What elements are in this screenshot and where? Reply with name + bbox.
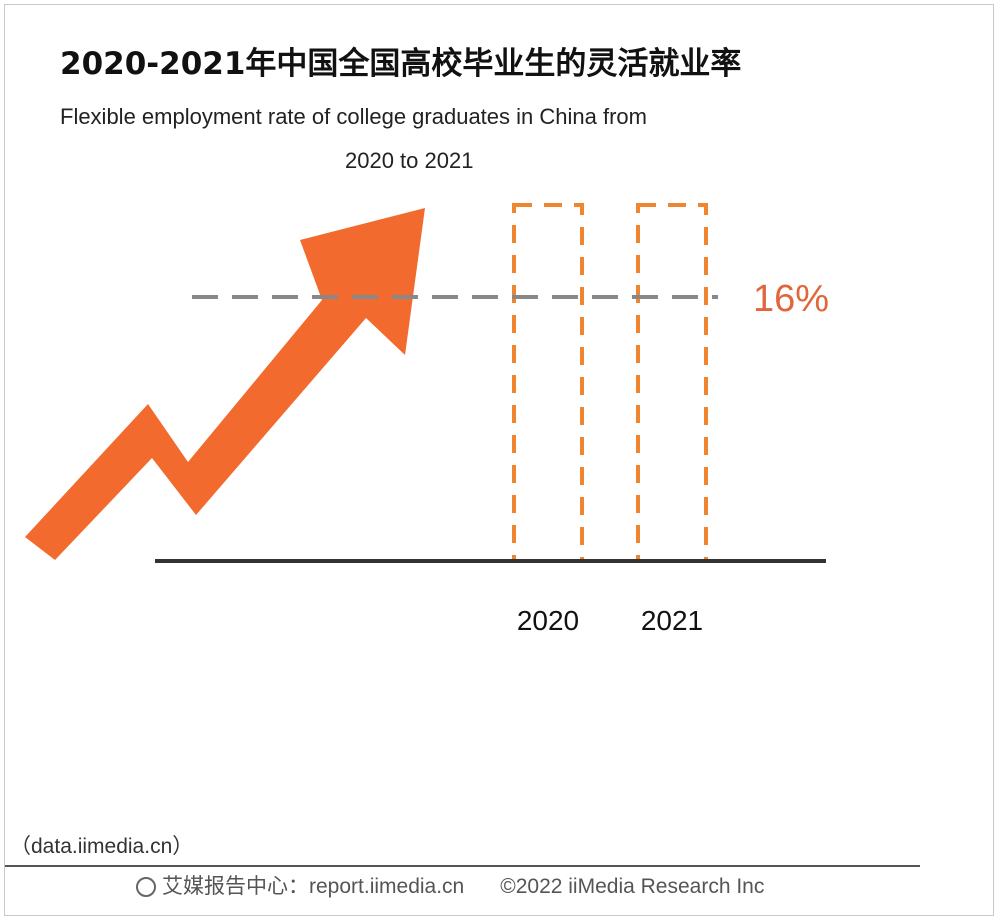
chart-subtitle: Flexible employment rate of college grad… [60,95,800,183]
source-note: （data.iimedia.cn） [10,835,194,858]
chart-title: 2020-2021年中国全国高校毕业生的灵活就业率 [60,46,742,82]
footer-brand: 艾媒报告中心：report.iimedia.cn [162,875,465,898]
subtitle-line-1: Flexible employment rate of college grad… [60,104,647,129]
chart-frame [4,4,994,916]
x-tick-label: 2020 [517,605,579,636]
x-tick-label: 2021 [641,605,703,636]
subtitle-line-2: 2020 to 2021 [345,148,474,173]
bar-2020 [512,203,584,563]
growth-arrow-icon [25,208,425,560]
footer: 艾媒报告中心：report.iimedia.cn ©2022 iiMedia Re… [136,870,764,900]
footer-divider [5,865,920,867]
footer-copyright: ©2022 iiMedia Research Inc [500,875,765,898]
bar-2021 [636,203,708,563]
reference-label: 16% [753,278,829,320]
iimedia-logo-icon [136,877,156,897]
